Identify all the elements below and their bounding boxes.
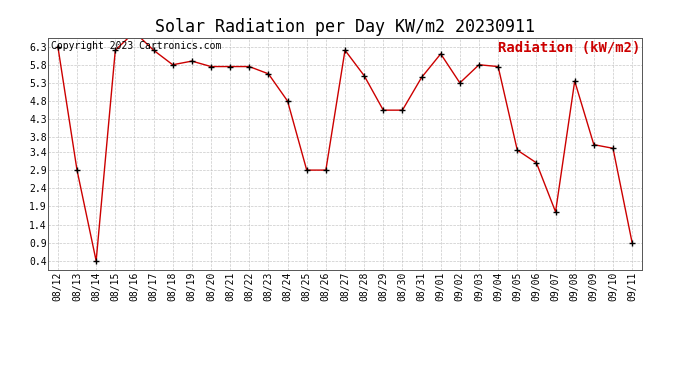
Text: Radiation (kW/m2): Radiation (kW/m2) (498, 41, 640, 55)
Title: Solar Radiation per Day KW/m2 20230911: Solar Radiation per Day KW/m2 20230911 (155, 18, 535, 36)
Text: Copyright 2023 Cartronics.com: Copyright 2023 Cartronics.com (51, 41, 221, 51)
